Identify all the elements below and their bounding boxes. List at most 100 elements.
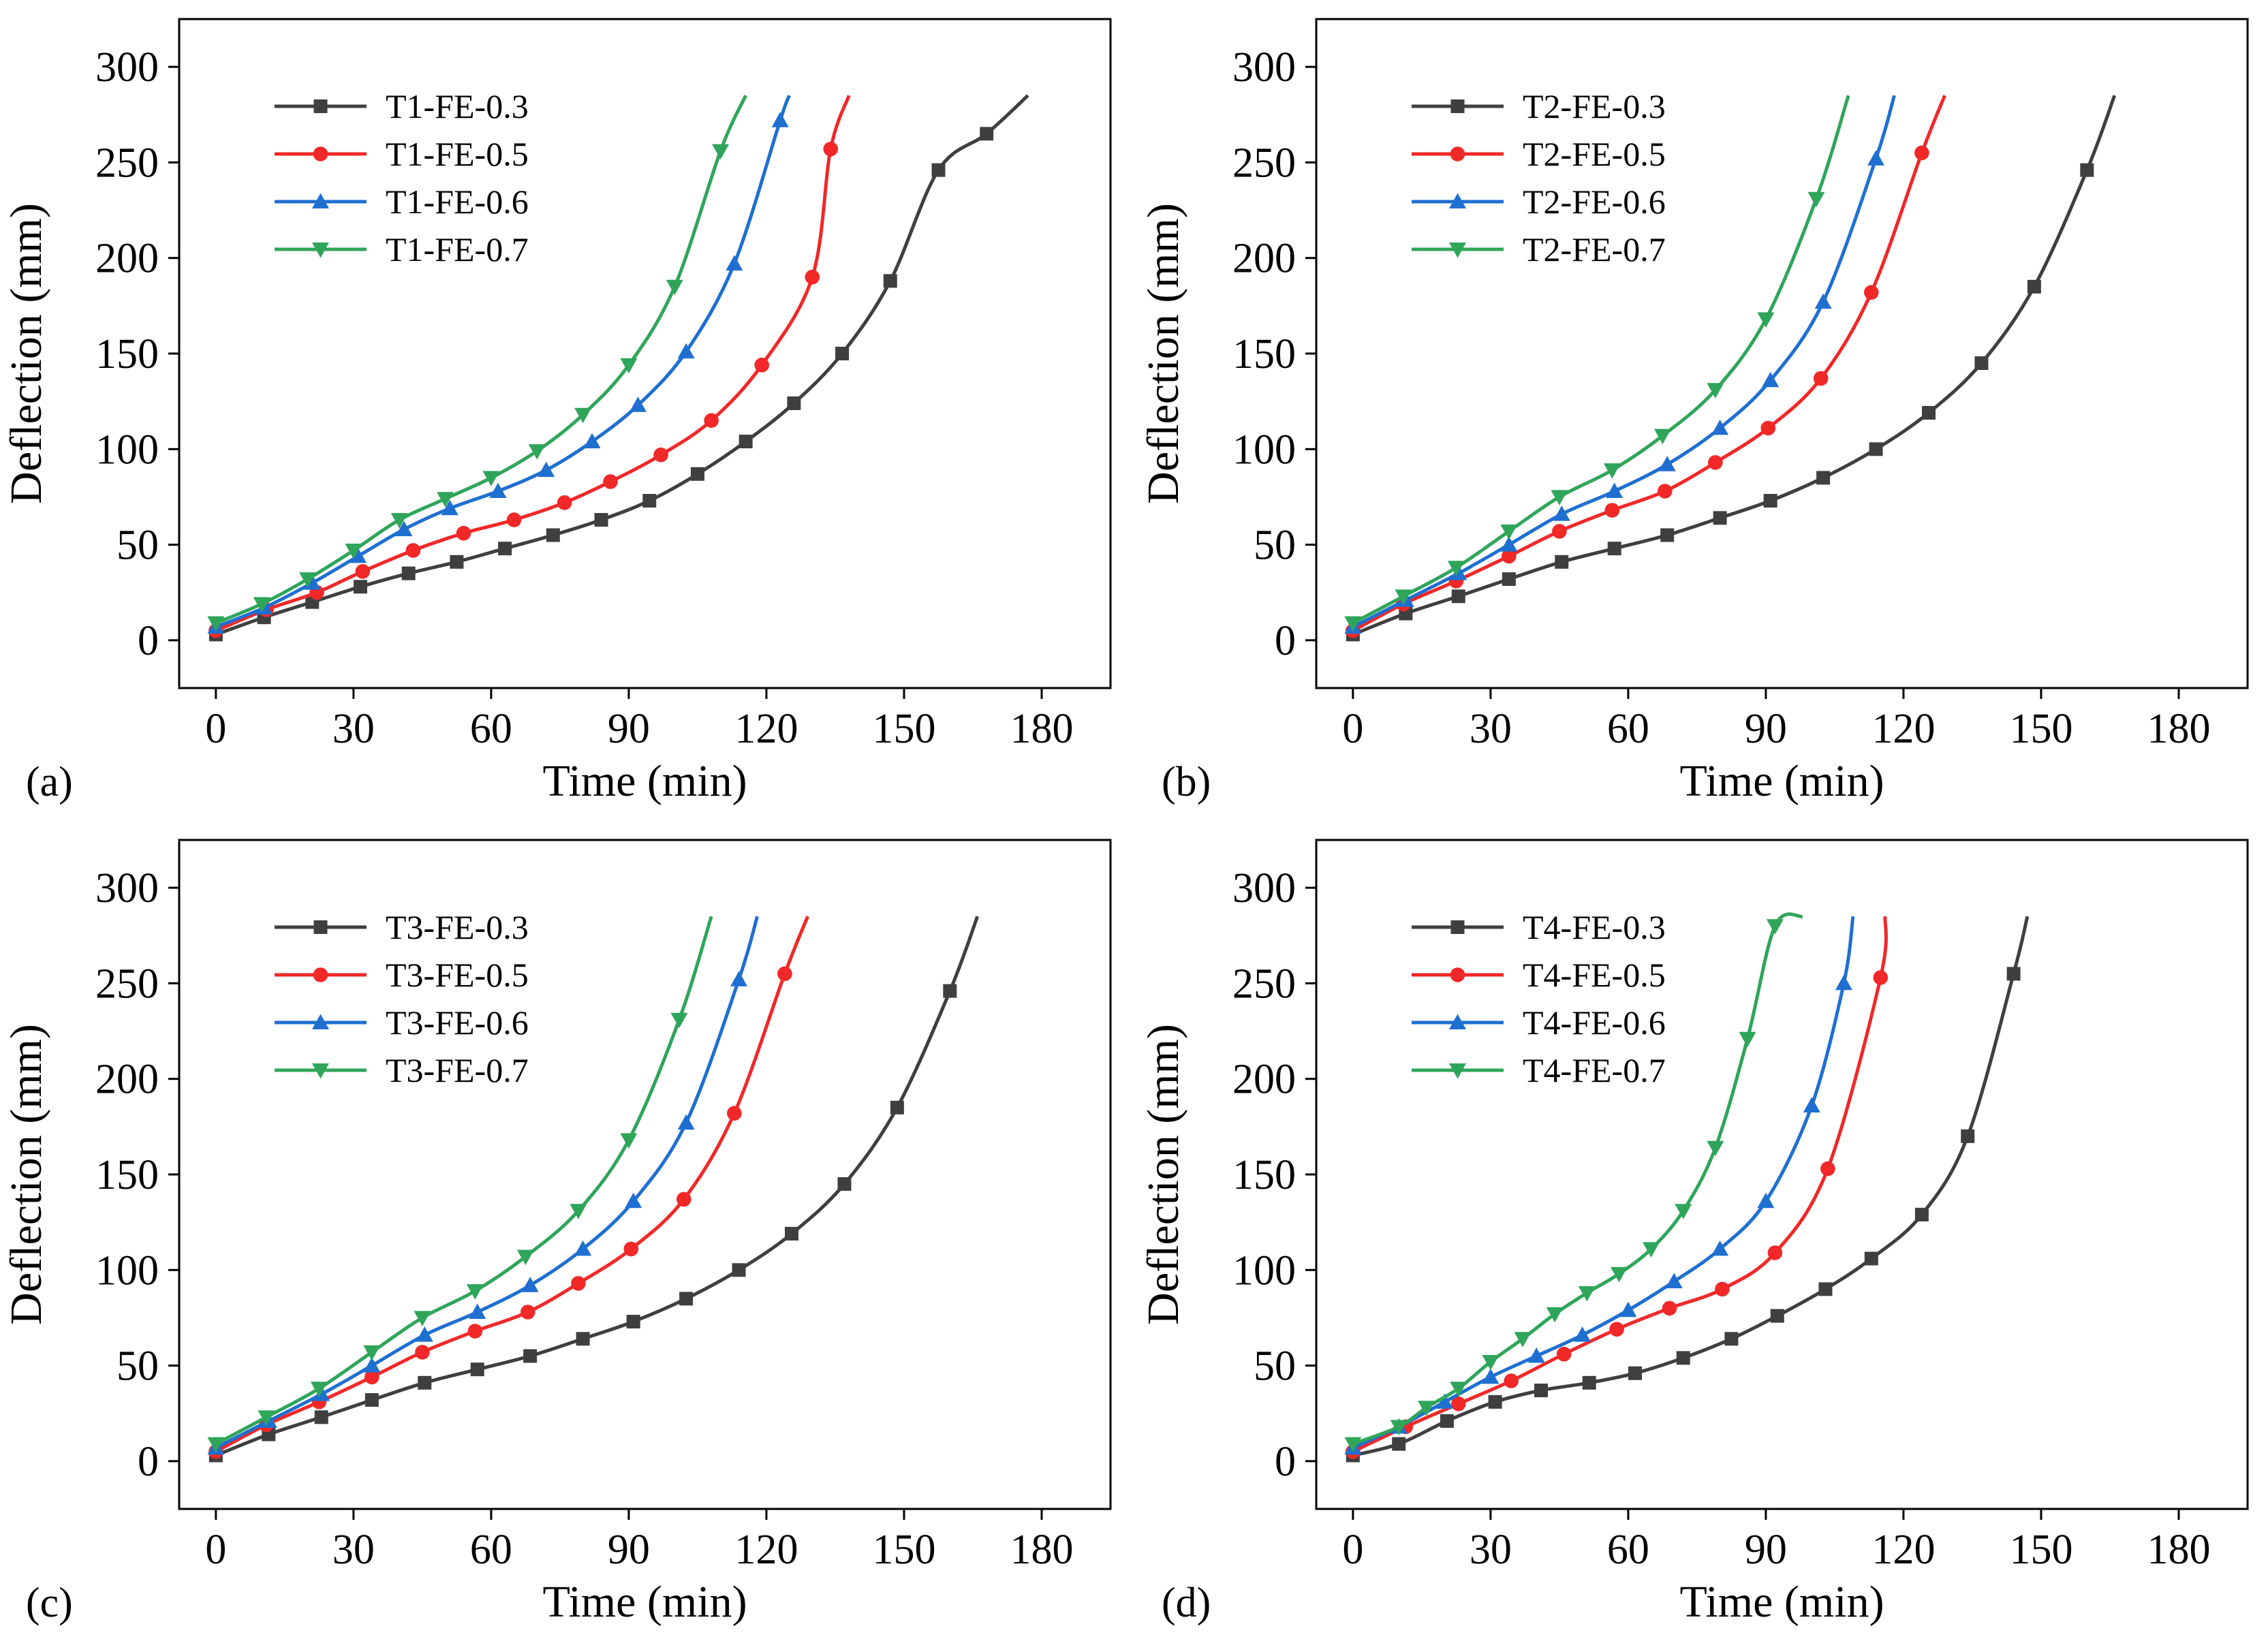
data-point [1767, 1245, 1783, 1260]
data-point [890, 1100, 904, 1114]
data-point [805, 269, 820, 285]
data-point [1482, 1368, 1500, 1384]
y-tick-label: 300 [1232, 865, 1296, 911]
data-point [456, 525, 471, 541]
data-point [1803, 1097, 1820, 1112]
data-point [1551, 490, 1568, 505]
data-point [1974, 356, 1989, 371]
data-point [523, 1349, 538, 1363]
data-point [1578, 1285, 1596, 1302]
legend-label: T4-FE-0.6 [1523, 1003, 1666, 1042]
data-point [583, 433, 601, 449]
data-point [557, 495, 572, 510]
data-point [1582, 1375, 1596, 1390]
y-axis-title: Deflection (mm) [1, 1024, 51, 1325]
data-point [730, 971, 748, 986]
data-point [538, 461, 555, 478]
data-point [1418, 1401, 1435, 1416]
x-tick-label: 180 [2147, 1527, 2210, 1573]
data-point [466, 1284, 484, 1300]
data-point [1500, 536, 1518, 552]
legend-label: T2-FE-0.7 [1523, 230, 1666, 268]
legend-label: T1-FE-0.3 [386, 87, 529, 125]
data-point [1665, 1273, 1683, 1289]
data-point [2080, 163, 2094, 177]
legend: T1-FE-0.3 T1-FE-0.5 T1-FE-0.6 T1-FE-0.7 [275, 87, 529, 268]
x-axis-title: Time (min) [1679, 1577, 1884, 1627]
legend-label: T3-FE-0.5 [386, 956, 529, 994]
data-point [207, 616, 225, 632]
x-axis-title: Time (min) [542, 1577, 747, 1627]
data-point [570, 1204, 587, 1219]
x-tick-label: 90 [1745, 1527, 1787, 1573]
data-point [1914, 145, 1929, 161]
data-point [1482, 1354, 1500, 1371]
data-point [1708, 455, 1723, 470]
data-point [653, 447, 668, 463]
data-point [470, 1362, 484, 1377]
data-point [943, 984, 957, 998]
x-axis-title: Time (min) [542, 756, 747, 806]
series-T3-FE-0.5 [208, 916, 809, 1459]
data-point [677, 1114, 695, 1130]
series-line [215, 94, 1029, 636]
data-point [1527, 1347, 1545, 1363]
data-point [1762, 371, 1780, 388]
series-T2-FE-0.3 [1346, 95, 2117, 642]
data-point [498, 542, 512, 556]
series-T2-FE-0.6 [1344, 95, 1896, 634]
data-point [1610, 1266, 1628, 1283]
data-point [1760, 420, 1776, 436]
data-point [546, 528, 560, 542]
series-T1-FE-0.3 [208, 94, 1029, 642]
data-point [1864, 1251, 1878, 1266]
data-point [623, 1241, 639, 1257]
data-point [353, 580, 367, 594]
legend-marker [312, 243, 329, 258]
data-point [1658, 456, 1676, 471]
data-point [363, 1357, 381, 1373]
data-point [314, 1410, 328, 1424]
data-point [1961, 1129, 1975, 1143]
data-point [482, 471, 500, 486]
data-point [771, 112, 789, 127]
y-tick-label: 0 [1275, 618, 1296, 664]
x-tick-label: 120 [1871, 706, 1935, 752]
data-point [1619, 1301, 1637, 1318]
data-point [1873, 970, 1889, 985]
data-point [837, 1177, 852, 1191]
x-tick-label: 30 [332, 706, 375, 752]
data-point [676, 1191, 692, 1207]
legend-marker [1450, 920, 1465, 934]
legend-label: T1-FE-0.6 [386, 183, 529, 221]
data-point [1556, 1346, 1572, 1362]
data-point [726, 255, 743, 271]
data-point [1813, 371, 1829, 386]
legend-label: T3-FE-0.7 [386, 1051, 529, 1089]
data-point [1450, 1396, 1466, 1412]
data-point [1609, 1322, 1624, 1337]
panel-label: (a) [26, 759, 73, 805]
data-point [1757, 1192, 1775, 1209]
x-tick-label: 120 [1871, 1527, 1935, 1573]
data-point [2006, 967, 2021, 981]
y-tick-label: 100 [95, 1247, 159, 1294]
series-T4-FE-0.3 [1346, 916, 2030, 1463]
data-point [313, 1386, 330, 1401]
data-point [732, 1263, 746, 1277]
data-point [414, 1311, 431, 1326]
data-point [666, 279, 683, 296]
data-point [437, 492, 454, 508]
series-line [1352, 916, 1855, 1450]
y-tick-label: 100 [95, 426, 159, 473]
data-point [364, 1369, 379, 1385]
data-point [516, 1249, 534, 1266]
series-line [215, 916, 809, 1454]
series-line [215, 95, 747, 625]
legend-marker [1450, 146, 1465, 161]
series-line [215, 916, 980, 1457]
data-point [207, 1437, 225, 1453]
data-point [1814, 293, 1832, 309]
legend: T3-FE-0.3 T3-FE-0.5 T3-FE-0.6 T3-FE-0.7 [275, 908, 529, 1089]
data-point [1607, 542, 1621, 556]
